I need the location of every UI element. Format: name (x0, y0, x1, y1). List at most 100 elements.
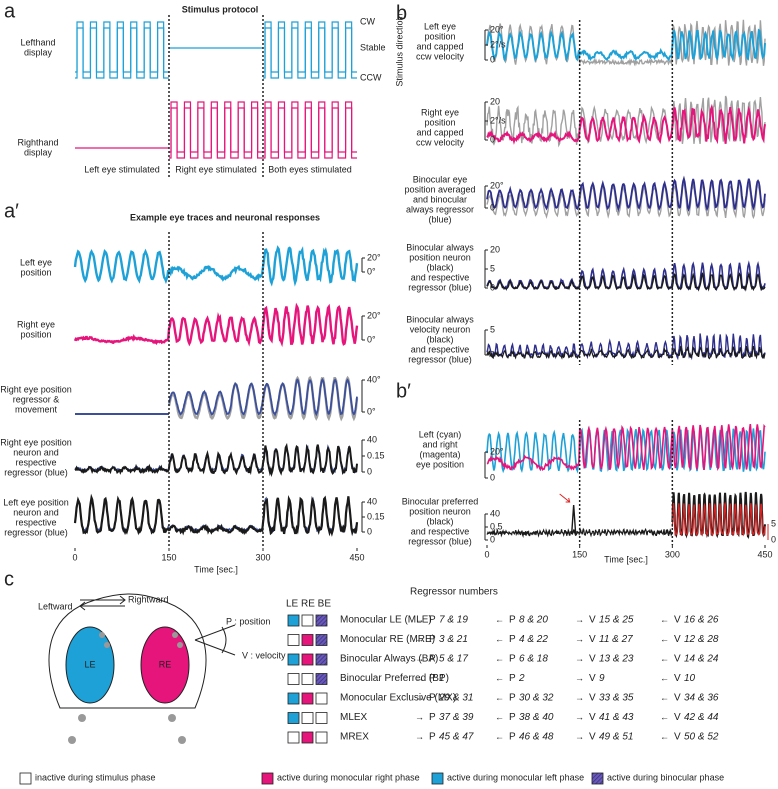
scale-label: 0 (490, 202, 495, 212)
panel-title: Example eye traces and neuronal response… (130, 212, 320, 222)
regressor-number: 34 & 36 (684, 693, 719, 704)
label: position neuron (409, 252, 471, 262)
trace (486, 271, 766, 292)
panel-title: Stimulus protocol (182, 4, 259, 14)
regressor-number: 16 & 26 (684, 615, 719, 626)
scale-label: 2°/s (490, 115, 506, 125)
left-eye (65, 626, 115, 704)
direction-arrow: ← (660, 731, 669, 741)
state-square (591, 772, 604, 785)
regressor-type: P (429, 693, 436, 704)
label: position (424, 31, 455, 41)
direction-arrow: ← (660, 692, 669, 702)
scale-label: 40 (367, 496, 377, 506)
legend-text: active during binocular phase (607, 772, 724, 782)
label: and right (422, 439, 458, 449)
scale-label: 20° (367, 310, 381, 320)
regressor-type: P (509, 634, 516, 645)
row-name: Monocular LE (MLE) (340, 615, 432, 626)
regressor-type: V (674, 693, 681, 704)
direction-arrow: → (415, 731, 424, 741)
direction-arrow: ← (495, 712, 504, 722)
direction-arrow: → (415, 614, 424, 624)
trace (486, 28, 766, 63)
arrow-right (80, 595, 126, 605)
state-square (301, 653, 314, 666)
row-name: Monocular RE (MRE) (340, 634, 435, 645)
trace (74, 442, 358, 478)
scale-label: 0 (490, 54, 495, 64)
state-square (287, 692, 300, 705)
label: position (20, 267, 51, 277)
regressor-number: 42 & 44 (684, 712, 719, 723)
label: (black) (426, 334, 453, 344)
label: display (24, 47, 53, 57)
label: V : velocity (242, 650, 286, 660)
state-square (287, 712, 300, 724)
regressor-number: 30 & 32 (519, 693, 554, 704)
regressor-type: V (589, 654, 596, 665)
stimulus-wave (75, 27, 169, 79)
x-tick-label: 300 (255, 552, 270, 562)
state-square (261, 772, 274, 785)
label: neuron and (13, 447, 59, 457)
label: eye position (416, 459, 464, 469)
column-header: LE RE BE (286, 599, 331, 610)
stimulus-wave (263, 27, 357, 79)
direction-arrow: ← (660, 673, 669, 683)
regressor-type: V (674, 615, 681, 626)
label: Right eye position (0, 437, 72, 447)
arrow-left (79, 601, 125, 611)
regressor-type: V (589, 615, 596, 626)
stimulus-wave (169, 101, 263, 153)
regressor-type: P (509, 732, 516, 743)
trace (73, 493, 359, 537)
stimulus-wave (169, 107, 263, 159)
label: neuron and (13, 507, 59, 517)
regressor-type: V (589, 712, 596, 723)
direction-arrow: ← (660, 634, 669, 644)
x-tick-label: 0 (72, 552, 77, 562)
direction-arrow: → (575, 712, 584, 722)
direction-arrow: → (415, 653, 424, 663)
regressor-type: V (589, 673, 596, 684)
regressor-type: V (674, 634, 681, 645)
regressor-number: 15 & 25 (599, 615, 634, 626)
trace (671, 501, 766, 538)
state-square (287, 614, 300, 627)
state-square (301, 731, 314, 744)
state-square (315, 731, 328, 744)
trace (486, 426, 766, 474)
label: display (24, 147, 53, 157)
x-tick-label: 450 (757, 549, 772, 559)
direction-arrow: ← (495, 634, 504, 644)
head-outline (48, 593, 207, 709)
scale-label: 40 (490, 508, 500, 518)
regressor-number: 50 & 52 (684, 732, 719, 743)
scale-label: 20 (490, 244, 500, 254)
direction-arrow: ← (660, 653, 669, 663)
regressor-type: V (674, 732, 681, 743)
direction-arrow: → (575, 634, 584, 644)
arrow (559, 493, 571, 503)
row-name: MLEX (340, 712, 368, 723)
regressor-number: 46 & 48 (519, 732, 554, 743)
label: Binocular preferred (402, 496, 479, 506)
regressor-type: P (429, 712, 436, 723)
regressor-number: 4 & 22 (519, 634, 548, 645)
regressor-type: P (429, 732, 436, 743)
regressor-number: 8 & 20 (519, 615, 548, 626)
phase-label: Left eye stimulated (84, 164, 160, 174)
label: Rightward (128, 594, 169, 604)
regressor-number: 41 & 43 (599, 712, 634, 723)
state-square (301, 712, 314, 724)
right-eye (140, 626, 190, 704)
scale-label: 0 (771, 534, 776, 544)
trace (486, 103, 766, 145)
regressor-type: V (674, 712, 681, 723)
state-square (287, 731, 300, 744)
angle (194, 624, 236, 656)
x-tick-label: 150 (161, 552, 176, 562)
label: (black) (426, 262, 453, 272)
